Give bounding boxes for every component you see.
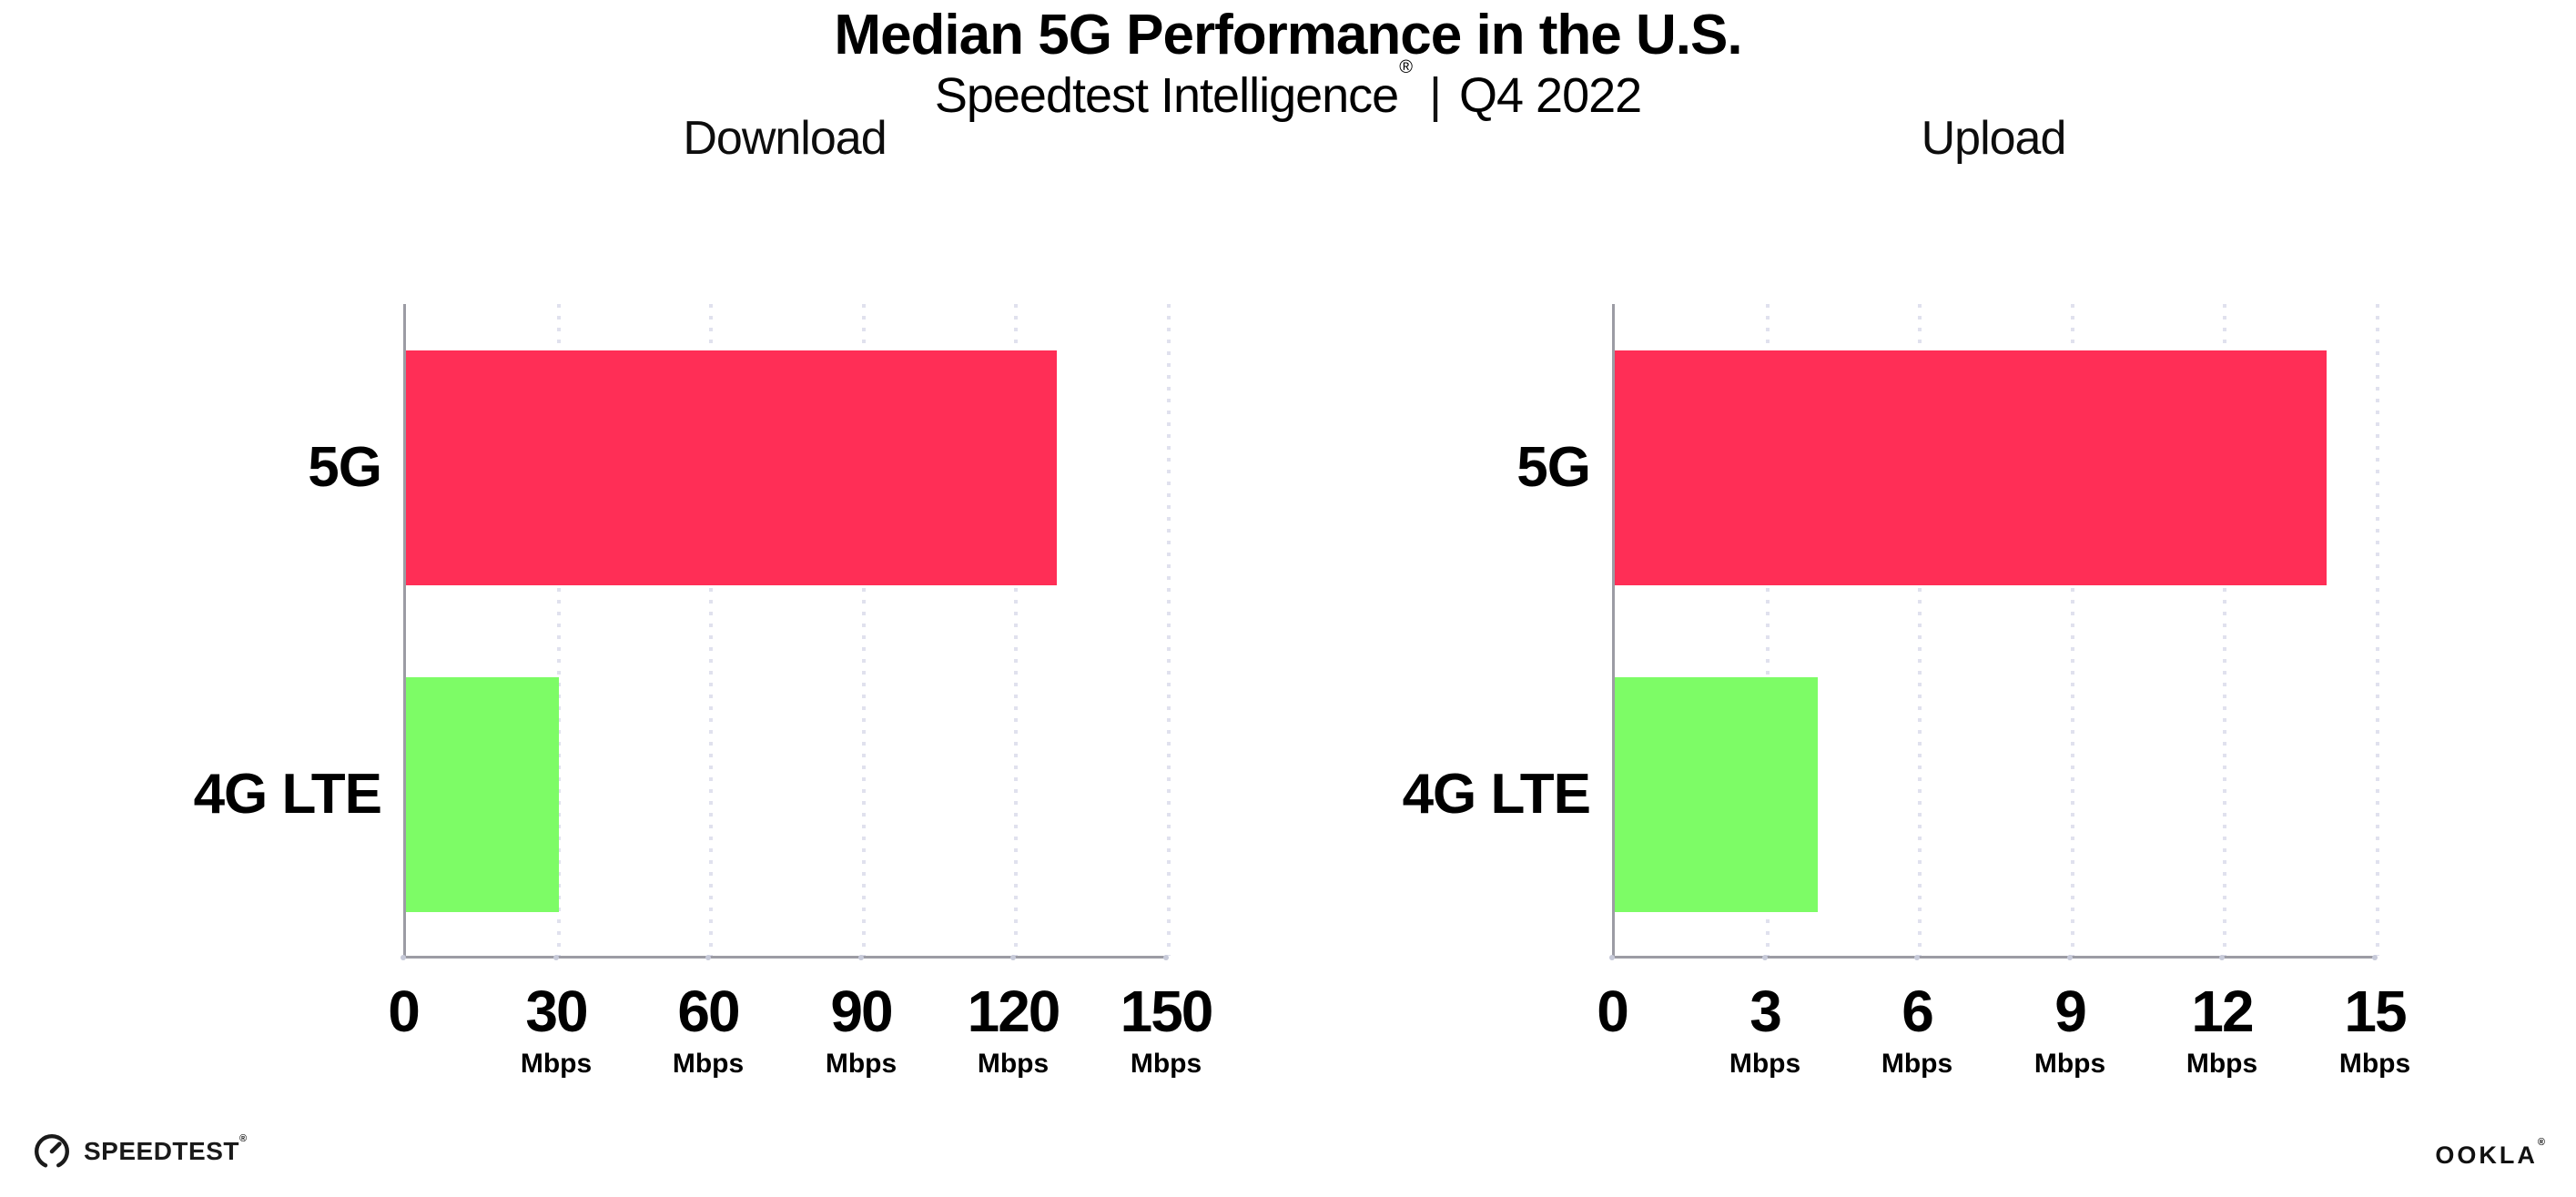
x-tick-number: 0: [1597, 979, 1629, 1044]
x-tick: 60 Mbps: [608, 979, 808, 1080]
x-tick-unit: Mbps: [977, 1049, 1050, 1079]
axis-tick-dot: [1163, 955, 1169, 960]
x-tick-unit: Mbps: [2338, 1049, 2411, 1079]
axis-tick-dot: [2372, 955, 2378, 960]
axis-tick-dot: [401, 955, 406, 960]
x-tick: 3 Mbps: [1665, 979, 1865, 1080]
gridline: [861, 304, 866, 956]
panel-title-upload: Upload: [1921, 112, 2067, 165]
x-tick: 150 Mbps: [1066, 979, 1266, 1080]
x-tick-number: 150: [1120, 979, 1214, 1044]
x-tick-number: 0: [388, 979, 421, 1044]
x-tick-unit: Mbps: [1130, 1049, 1202, 1079]
gridline: [556, 304, 561, 956]
page-title: Median 5G Performance in the U.S.: [834, 4, 1742, 66]
panel-title-download: Download: [683, 112, 887, 165]
x-tick: 90 Mbps: [761, 979, 961, 1080]
x-tick-unit: Mbps: [1729, 1049, 1801, 1079]
x-tick-unit: Mbps: [672, 1049, 745, 1079]
axis-tick-dot: [2067, 955, 2073, 960]
gridline: [1918, 304, 1922, 956]
x-tick-unit: Mbps: [825, 1049, 898, 1079]
chart-header: Median 5G Performance in the U.S. Speedt…: [0, 5, 2576, 122]
x-tick-number: 9: [2054, 979, 2087, 1044]
axis-tick-dot: [2219, 955, 2225, 960]
x-tick: 15 Mbps: [2275, 979, 2475, 1080]
gridline: [2376, 304, 2379, 956]
x-tick-number: 12: [2191, 979, 2254, 1044]
axis-tick-dot: [553, 955, 559, 960]
x-tick-number: 90: [830, 979, 893, 1044]
subtitle-registered-mark: ®: [1399, 57, 1413, 78]
x-tick: 12 Mbps: [2122, 979, 2322, 1080]
x-tick: 9 Mbps: [1970, 979, 2170, 1080]
category-label-4g-lte: 4G LTE: [193, 763, 382, 826]
category-label-5g: 5G: [1516, 436, 1591, 499]
x-tick-unit: Mbps: [520, 1049, 593, 1079]
speedtest-wordmark-text: SPEEDTEST: [84, 1137, 239, 1165]
x-tick: 0: [1512, 979, 1712, 1043]
x-tick-number: 30: [525, 979, 588, 1044]
speedtest-registered-mark: ®: [238, 1132, 248, 1144]
ookla-registered-mark: ®: [2537, 1137, 2545, 1148]
bar-5g: [1615, 350, 2327, 585]
axis-tick-dot: [858, 955, 864, 960]
category-label-4g-lte: 4G LTE: [1402, 763, 1591, 826]
category-label-5g: 5G: [308, 436, 382, 499]
speedtest-logo: SPEEDTEST®: [33, 1132, 248, 1171]
x-tick: 120 Mbps: [913, 979, 1113, 1080]
ookla-logo: OOKLA®: [2435, 1137, 2545, 1170]
x-tick: 30 Mbps: [456, 979, 656, 1080]
plot-area-upload: [1612, 304, 2379, 959]
axis-tick-dot: [1010, 955, 1016, 960]
bar-4g-lte: [1615, 677, 1818, 912]
speedtest-wordmark: SPEEDTEST®: [84, 1133, 248, 1166]
x-tick-unit: Mbps: [2033, 1049, 2106, 1079]
gridline: [2070, 304, 2074, 956]
subtitle-separator: |: [1428, 68, 1442, 124]
x-tick: 0: [303, 979, 503, 1043]
x-tick: 6 Mbps: [1817, 979, 2017, 1080]
axis-tick-dot: [1609, 955, 1615, 960]
plot-area-download: [403, 304, 1171, 959]
x-tick-unit: Mbps: [1881, 1049, 1953, 1079]
x-tick-number: 120: [967, 979, 1061, 1044]
x-tick-number: 15: [2344, 979, 2407, 1044]
x-tick-unit: Mbps: [2186, 1049, 2258, 1079]
gridline: [1765, 304, 1770, 956]
x-tick-number: 3: [1749, 979, 1782, 1044]
axis-tick-dot: [705, 955, 711, 960]
ookla-wordmark: OOKLA: [2435, 1141, 2538, 1169]
speedtest-gauge-icon: [35, 1134, 69, 1169]
bar-4g-lte: [406, 677, 559, 912]
gridline: [2223, 304, 2227, 956]
gridline: [709, 304, 714, 956]
gridline: [1014, 304, 1019, 956]
gridline: [1167, 304, 1171, 956]
subtitle-brand: Speedtest Intelligence: [934, 68, 1399, 124]
x-tick-number: 60: [677, 979, 740, 1044]
subtitle-period: Q4 2022: [1459, 68, 1642, 124]
page-subtitle: Speedtest Intelligence® | Q4 2022: [0, 58, 2576, 124]
bar-5g: [406, 350, 1057, 585]
axis-tick-dot: [1914, 955, 1920, 960]
axis-tick-dot: [1762, 955, 1768, 960]
x-tick-number: 6: [1902, 979, 1934, 1044]
